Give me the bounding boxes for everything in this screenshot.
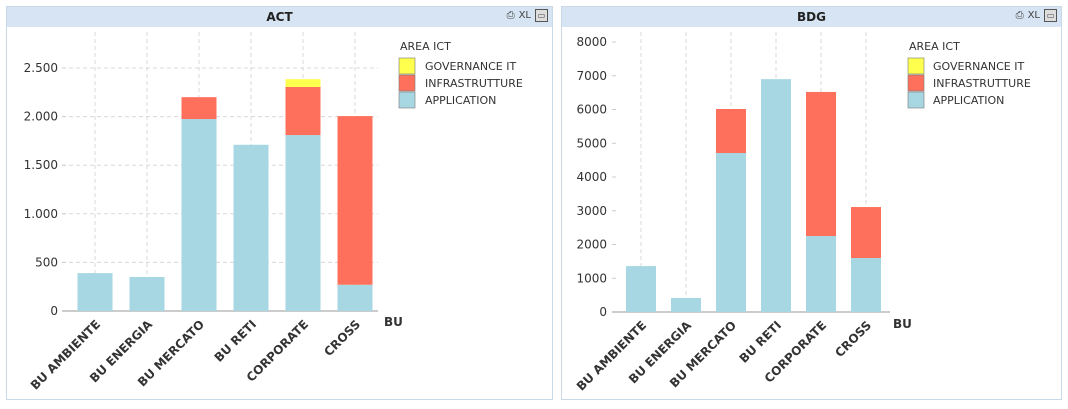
y-tick-label: 0 [50,304,58,318]
legend-swatch [398,74,416,92]
legend-swatch [398,91,416,109]
x-axis-title: BU [384,315,403,329]
y-tick-label: 1.500 [24,158,58,172]
legend-swatch [398,57,416,75]
bar-application [77,273,113,311]
legend-label: INFRASTRUTTURE [425,77,523,90]
printer-icon[interactable]: ⎙ [506,10,515,21]
bar-application [233,144,269,311]
bar-application [129,276,165,311]
y-tick-label: 2.000 [24,110,58,124]
x-tick-label: CROSS [321,317,363,359]
x-tick-label: BU RETI [212,317,259,364]
bar-application [337,284,373,311]
y-tick-label: 500 [35,255,58,269]
legend-title: AREA ICT [400,40,451,53]
bar-infrastrutture [337,116,373,285]
minimize-icon[interactable]: ▭ [1044,9,1057,22]
bar-application [181,119,217,311]
bar-infrastrutture [285,86,321,136]
legend-label: APPLICATION [425,94,496,107]
xl-export-button[interactable]: XL [1027,10,1040,21]
bar-governance-it [285,79,321,87]
bar-application [285,135,321,311]
y-tick-label: 2.500 [24,61,58,75]
y-tick-label: 1.000 [24,207,58,221]
legend-label: GOVERNANCE IT [425,60,516,73]
bdg-chart-title: BDG [562,7,1061,27]
bar-infrastrutture [181,97,217,120]
minimize-icon[interactable]: ▭ [535,9,548,22]
xl-export-button[interactable]: XL [518,10,531,21]
act-chart-title: ACT [7,7,552,27]
act-chart-panel: ACT ⎙ XL ▭ [6,6,553,400]
printer-icon[interactable]: ⎙ [1015,10,1024,21]
